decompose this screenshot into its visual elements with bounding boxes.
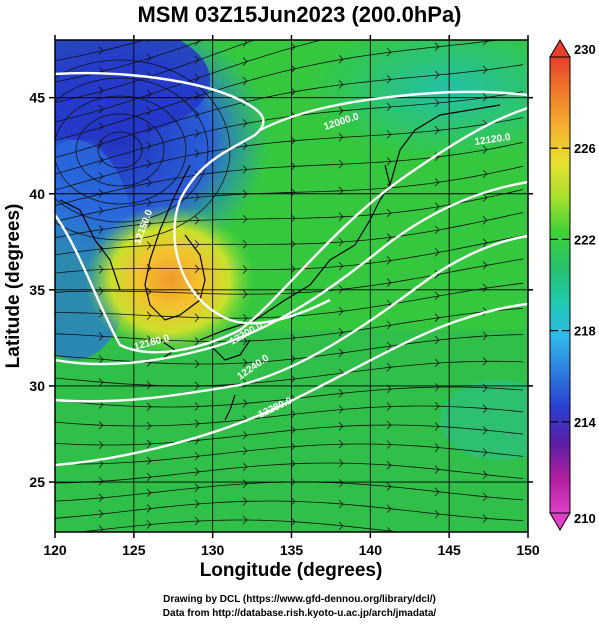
streamline <box>55 40 256 103</box>
streamline-arrow <box>435 15 439 23</box>
x-tick-label: 135 <box>280 542 304 558</box>
streamline <box>55 64 524 158</box>
colorbar-bottom-arrow <box>549 512 571 531</box>
streamline <box>55 443 524 465</box>
streamline-arrow <box>435 531 436 532</box>
colorbar-tick-label: 230 <box>574 42 596 57</box>
colorbar-top-arrow <box>549 39 571 58</box>
streamline <box>55 235 524 274</box>
y-tick-label: 45 <box>29 90 45 106</box>
x-tick-label: 120 <box>43 542 67 558</box>
streamline <box>55 189 524 239</box>
colorbar-tick-label: 226 <box>574 141 596 156</box>
x-tick-label: 145 <box>437 542 461 558</box>
x-axis-ticks: 120 125 130 135 140 145 150 <box>43 35 540 558</box>
streamline <box>55 462 524 484</box>
colorbar-scale <box>549 56 571 514</box>
colorbar: 230 226 222 218 214 210 <box>549 39 596 531</box>
colorbar-tick-label: 218 <box>574 324 596 339</box>
streamline-arrow <box>243 20 247 28</box>
streamline <box>55 360 524 387</box>
streamline <box>55 386 524 408</box>
streamline-arrow <box>483 9 487 17</box>
streamline-swirl <box>55 77 209 223</box>
y-axis-ticks: 25 30 35 40 45 <box>29 90 533 490</box>
streamline <box>55 500 524 521</box>
streamline-arrow <box>146 40 150 43</box>
streamline <box>55 307 524 342</box>
streamline <box>76 519 404 532</box>
streamline <box>55 40 205 83</box>
streamline <box>55 117 524 191</box>
streamline-arrow <box>291 22 295 30</box>
y-tick-label: 30 <box>29 378 45 394</box>
x-axis-label: Longitude (degrees) <box>200 560 383 581</box>
streamline <box>55 40 502 141</box>
x-tick-label: 150 <box>516 542 540 558</box>
streamline <box>55 405 524 427</box>
streamline-arrow <box>339 8 343 16</box>
colorbar-ticks: 230 226 222 218 214 210 <box>550 42 596 526</box>
streamline-swirl <box>55 95 187 205</box>
x-tick-label: 140 <box>359 542 383 558</box>
streamline <box>55 141 524 206</box>
streamline-arrow <box>387 22 391 30</box>
height-contours <box>55 71 528 467</box>
colorbar-tick-label: 222 <box>574 232 596 247</box>
streamline-swirl <box>75 113 165 187</box>
footer-data-source: Data from http://database.rish.kyoto-u.a… <box>162 608 437 619</box>
footer-credit: Drawing by DCL (https://www.gfd-dennou.o… <box>163 594 436 605</box>
contour-label: 12120.0 <box>474 132 512 148</box>
streamline <box>55 40 146 62</box>
x-tick-label: 130 <box>201 542 225 558</box>
colorbar-tick-label: 214 <box>574 415 596 430</box>
y-tick-label: 35 <box>29 282 45 298</box>
y-axis-label: Latitude (degrees) <box>3 204 24 369</box>
streamline <box>55 165 524 222</box>
streamline-arrow <box>291 2 295 10</box>
streamline-arrow <box>483 535 487 543</box>
y-tick-label: 40 <box>29 186 45 202</box>
streamline-arrow <box>339 31 343 39</box>
streamline <box>55 258 524 295</box>
streamline-arrow <box>387 0 391 4</box>
map-title: MSM 03Z15Jun2023 (200.0hPa) <box>137 2 462 27</box>
streamline <box>55 212 524 256</box>
lat-lon-grid <box>55 40 528 532</box>
colorbar-tick-label: 210 <box>574 511 596 526</box>
x-tick-label: 125 <box>122 542 146 558</box>
streamline-swirl <box>97 131 143 169</box>
streamline-arrow <box>243 1 247 9</box>
y-tick-label: 25 <box>29 474 45 490</box>
streamline-arrow <box>195 19 199 27</box>
streamline <box>55 40 323 123</box>
streamline <box>55 424 524 446</box>
